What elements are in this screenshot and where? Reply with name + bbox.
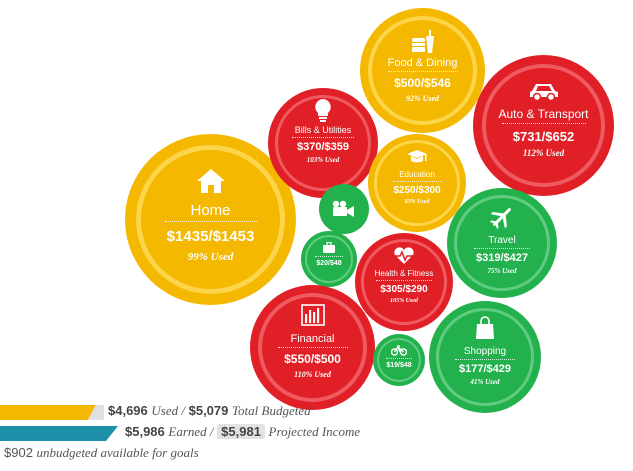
bubble-food-dining[interactable]: Food & Dining $500/$546 92% Used bbox=[360, 8, 485, 133]
bubble-amount: $305/$290 bbox=[380, 284, 428, 295]
progress-ring bbox=[454, 195, 550, 291]
bubble-used: 105% Used bbox=[390, 298, 418, 304]
used-label: Used / bbox=[151, 403, 185, 418]
food-icon bbox=[411, 30, 434, 53]
airplane-icon bbox=[489, 208, 511, 229]
bubble-amount: $177/$429 bbox=[459, 363, 511, 375]
bubble-amount: $550/$500 bbox=[284, 352, 341, 366]
unbudgeted-amount: $902 bbox=[4, 445, 33, 460]
projected-income-amount[interactable]: $5,981 bbox=[217, 424, 265, 439]
unbudgeted-label: unbudgeted available for goals bbox=[36, 445, 199, 460]
used-amount: $4,696 bbox=[108, 403, 148, 418]
bubble-amount: $19/$48 bbox=[386, 362, 412, 369]
bubble-name: Travel bbox=[488, 235, 516, 246]
bubble-auto-transport[interactable]: Auto & Transport $731/$652 112% Used bbox=[473, 55, 614, 196]
budget-summary-row: $4,696 Used / $5,079 Total Budgeted bbox=[0, 403, 633, 421]
bubble-name: Auto & Transport bbox=[498, 107, 589, 121]
car-icon bbox=[529, 84, 558, 101]
bubble-amount: $370/$359 bbox=[297, 141, 349, 153]
progress-ring bbox=[258, 293, 367, 402]
bubble-amount: $1435/$1453 bbox=[166, 228, 255, 245]
progress-ring bbox=[305, 235, 353, 283]
bubble-name: Food & Dining bbox=[387, 57, 458, 69]
video-camera-icon bbox=[332, 200, 354, 217]
progress-ring bbox=[136, 145, 285, 294]
bubble-amount: $500/$546 bbox=[394, 76, 451, 90]
bubble-health-fitness[interactable]: Health & Fitness $305/$290 105% Used bbox=[355, 233, 453, 331]
progress-ring bbox=[374, 140, 460, 226]
briefcase-icon bbox=[323, 242, 335, 253]
graduation-cap-icon bbox=[407, 150, 427, 163]
bubble-used: 112% Used bbox=[522, 148, 565, 158]
bubble-used: 75% Used bbox=[487, 267, 517, 275]
progress-ring bbox=[436, 308, 534, 406]
total-budgeted-label: Total Budgeted bbox=[232, 403, 311, 418]
bubble-amount: $20/$48 bbox=[316, 260, 342, 267]
house-icon bbox=[196, 169, 225, 193]
bubble-name: Health & Fitness bbox=[374, 269, 434, 278]
bubble-name: Financial bbox=[290, 333, 335, 345]
bar-chart-icon bbox=[300, 304, 325, 326]
bubble-financial[interactable]: Financial $550/$500 110% Used bbox=[250, 285, 375, 410]
shopping-bag-icon bbox=[476, 316, 494, 339]
progress-ring bbox=[377, 338, 421, 382]
earned-amount: $5,986 bbox=[125, 424, 165, 439]
bubble-bills-utilities[interactable]: Bills & Utilities $370/$359 103% Used bbox=[268, 88, 378, 198]
bubble-amount: $250/$300 bbox=[393, 185, 441, 196]
progress-ring bbox=[275, 95, 371, 191]
bubble-used: 41% Used bbox=[470, 378, 500, 386]
bubble-education[interactable]: Education $250/$300 83% Used bbox=[368, 134, 466, 232]
progress-ring bbox=[368, 16, 477, 125]
bubble-travel[interactable]: Travel $319/$427 75% Used bbox=[447, 188, 557, 298]
heartbeat-icon bbox=[394, 247, 414, 264]
bubble-bicycle[interactable]: $19/$48 bbox=[373, 334, 425, 386]
bubble-business[interactable]: $20/$48 bbox=[301, 231, 357, 287]
progress-ring bbox=[361, 239, 447, 325]
total-budgeted-amount: $5,079 bbox=[188, 403, 229, 418]
bubble-used: 99% Used bbox=[187, 251, 234, 263]
projected-income-label: Projected Income bbox=[268, 424, 361, 439]
bubble-name: Education bbox=[399, 170, 435, 179]
bubble-entertainment[interactable] bbox=[319, 184, 369, 234]
budget-used-bar bbox=[0, 405, 104, 420]
bubble-used: 83% Used bbox=[404, 199, 430, 205]
bubble-amount: $319/$427 bbox=[476, 252, 528, 264]
bicycle-icon bbox=[391, 345, 407, 356]
progress-ring bbox=[482, 64, 605, 187]
bubble-name: Bills & Utilities bbox=[294, 125, 352, 135]
income-bar bbox=[0, 426, 118, 441]
bubble-used: 92% Used bbox=[405, 94, 440, 103]
unbudgeted-row: $902 unbudgeted available for goals bbox=[0, 445, 633, 463]
income-summary-row: $5,986 Earned / $5,981 Projected Income bbox=[0, 424, 633, 442]
earned-label: Earned / bbox=[168, 424, 214, 439]
bubble-name: Home bbox=[190, 202, 231, 219]
bubble-used: 103% Used bbox=[306, 156, 340, 164]
bubble-name: Shopping bbox=[463, 346, 507, 357]
bubble-shopping[interactable]: Shopping $177/$429 41% Used bbox=[429, 301, 541, 413]
bubble-home[interactable]: Home $1435/$1453 99% Used bbox=[125, 134, 296, 305]
bubble-used: 110% Used bbox=[294, 370, 331, 379]
bubble-amount: $731/$652 bbox=[512, 129, 575, 144]
lightbulb-icon bbox=[315, 99, 331, 122]
